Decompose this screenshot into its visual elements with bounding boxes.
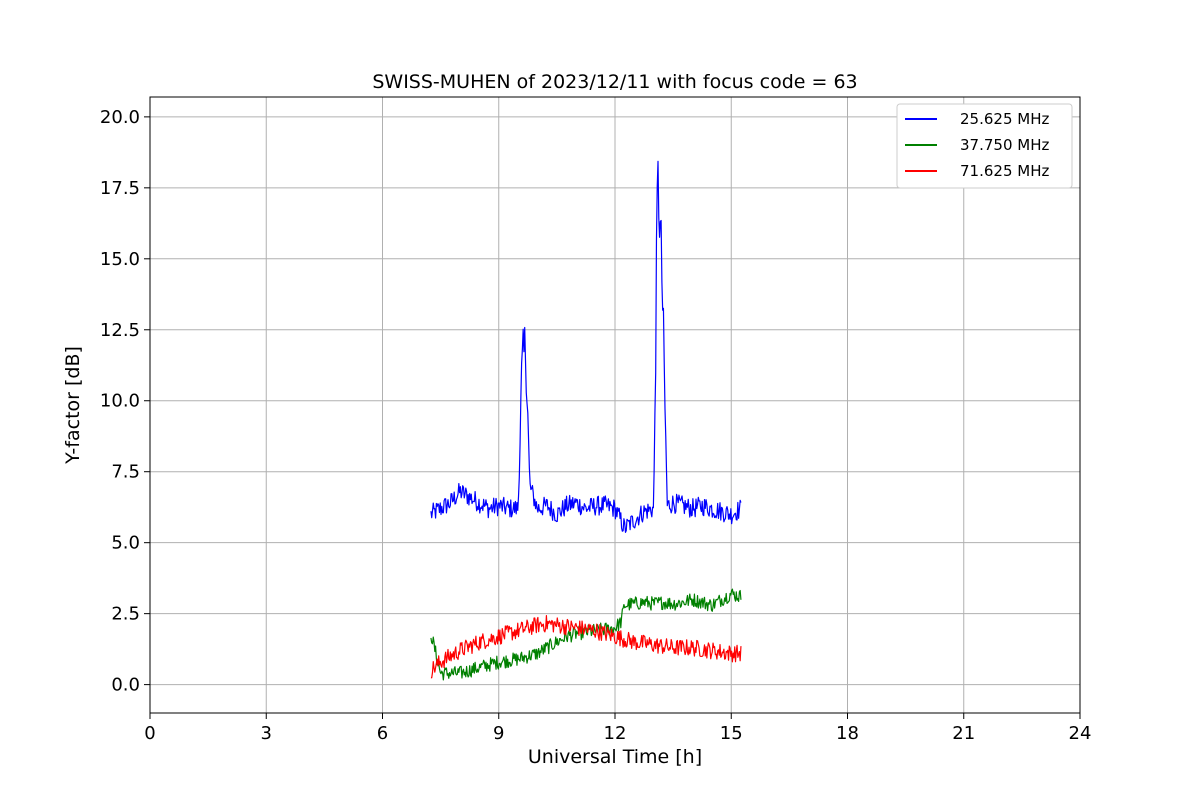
x-tick-label: 12: [604, 723, 627, 744]
y-axis: 0.0 2.5 5.0 7.5 10.0 12.5 15.0 17.5 20.0: [100, 107, 150, 696]
y-tick-label: 7.5: [111, 462, 140, 483]
y-tick-label: 2.5: [111, 604, 140, 625]
y-tick-label: 12.5: [100, 320, 140, 341]
legend-box: [896, 103, 1073, 189]
legend-label-2: 37.750 MHz: [960, 136, 1049, 154]
x-tick-label: 9: [493, 723, 504, 744]
legend-label-1: 25.625 MHz: [960, 110, 1049, 128]
legend: 25.625 MHz 37.750 MHz 71.625 MHz: [896, 103, 1073, 189]
y-tick-label: 10.0: [100, 391, 140, 412]
x-tick-label: 0: [144, 723, 155, 744]
series-line-3: [430, 615, 742, 679]
x-tick-label: 6: [377, 723, 388, 744]
y-tick-label: 17.5: [100, 178, 140, 199]
legend-label-3: 71.625 MHz: [960, 162, 1049, 180]
chart-title: SWISS-MUHEN of 2023/12/11 with focus cod…: [372, 71, 857, 93]
plot-series: [430, 160, 742, 681]
series-line-1: [430, 160, 742, 533]
y-tick-label: 0.0: [111, 675, 140, 696]
y-tick-label: 5.0: [111, 533, 140, 554]
y-tick-label: 15.0: [100, 249, 140, 270]
x-tick-label: 18: [836, 723, 859, 744]
x-tick-label: 15: [720, 723, 743, 744]
x-axis: 0 3 6 9 12 15 18 21 24: [144, 713, 1091, 744]
x-tick-label: 24: [1069, 723, 1092, 744]
y-axis-label: Y-factor [dB]: [62, 346, 84, 465]
x-tick-label: 3: [261, 723, 272, 744]
y-tick-label: 20.0: [100, 107, 140, 128]
series-line-2: [430, 588, 742, 681]
x-tick-label: 21: [952, 723, 975, 744]
x-axis-label: Universal Time [h]: [528, 746, 702, 768]
